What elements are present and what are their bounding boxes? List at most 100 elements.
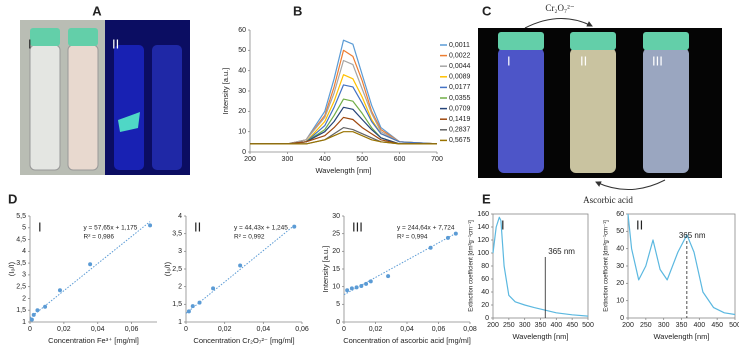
data-point: [428, 245, 433, 250]
vial: [643, 48, 689, 173]
y-tick-label: 20: [616, 280, 624, 287]
data-point: [345, 288, 350, 293]
x-tick-label: 0,06: [432, 326, 446, 333]
x-tick-label: 0,02: [369, 326, 383, 333]
x-tick-label: 200: [622, 322, 634, 329]
y-tick-label: 160: [477, 211, 489, 218]
data-point: [43, 304, 48, 309]
x-tick-label: 400: [319, 156, 331, 163]
data-point: [354, 285, 359, 290]
y-tick-label: 1: [22, 319, 26, 326]
legend-label: 0,5675: [449, 137, 471, 144]
bottom-reagent: Ascorbic acid: [583, 195, 633, 205]
x-tick-label: 0,04: [91, 326, 105, 333]
y-axis-title: Intensity [a.u.]: [321, 246, 330, 293]
y-tick-label: 4: [22, 248, 26, 255]
vial: [152, 45, 182, 170]
series-line: [250, 131, 437, 145]
x-tick-label: 0,02: [57, 326, 71, 333]
legend-label: 0,0044: [449, 63, 471, 70]
y-tick-label: 40: [238, 68, 246, 75]
spectrum-line: [492, 216, 589, 317]
x-tick-label: 200: [487, 322, 499, 329]
series-line: [250, 49, 438, 145]
data-point: [29, 317, 34, 322]
y-tick-label: 2,5: [172, 266, 182, 273]
data-point: [57, 288, 62, 293]
photo-label: I: [28, 36, 32, 51]
vial-cap: [68, 28, 98, 46]
y-tick-label: 5: [22, 225, 26, 232]
plot-frame: [492, 213, 589, 319]
x-tick-label: 0,04: [400, 326, 414, 333]
chart-numeral: I: [501, 217, 505, 232]
vial: [67, 44, 99, 171]
y-tick-label: 80: [481, 263, 489, 270]
data-point: [292, 224, 297, 229]
top-reagent: Cr₂O₇²⁻: [545, 3, 574, 13]
y-tick-label: 50: [616, 228, 624, 235]
x-tick-label: 300: [282, 156, 294, 163]
data-point: [445, 235, 450, 240]
y-tick-label: 1: [178, 319, 182, 326]
x-tick-label: 0,08: [463, 326, 477, 333]
annotation: 365 nm: [679, 231, 706, 240]
y-tick-label: 60: [481, 276, 489, 283]
y-tick-label: 60: [238, 27, 246, 34]
arrow: [524, 17, 593, 29]
equation: y = 57,65x + 1,175: [84, 225, 138, 232]
y-tick-label: 3: [178, 248, 182, 255]
vial: [29, 44, 61, 171]
y-tick-label: 10: [616, 298, 624, 305]
y-tick-label: 4,5: [16, 236, 26, 243]
data-point: [211, 286, 216, 291]
series-line: [250, 106, 437, 145]
x-tick-label: 400: [693, 322, 705, 329]
y-tick-label: 0: [620, 315, 624, 322]
series-line: [250, 98, 437, 145]
plot-frame: [627, 213, 736, 319]
x-axis-title: Concentration Cr₂O₇²⁻ [mg/ml]: [193, 336, 294, 345]
y-tick-label: 5,5: [16, 213, 26, 220]
y-tick-label: 0: [485, 315, 489, 322]
chart-numeral: II: [636, 217, 643, 232]
series-line: [250, 116, 437, 145]
x-tick-label: 350: [676, 322, 688, 329]
x-tick-label: 350: [535, 322, 547, 329]
x-axis-title: Concentration Fe³⁺ [mg/ml]: [48, 336, 139, 345]
panel-label: B: [293, 3, 302, 18]
x-tick-label: 500: [729, 322, 739, 329]
legend-label: 0,0709: [449, 105, 471, 112]
y-tick-label: 2: [178, 284, 182, 291]
y-tick-label: 50: [238, 47, 246, 54]
x-tick-label: 600: [394, 156, 406, 163]
series-line: [250, 84, 438, 145]
vial-cap: [30, 28, 60, 46]
y-tick-label: 1,5: [172, 301, 182, 308]
y-tick-label: 60: [616, 211, 624, 218]
y-tick-label: 0: [336, 319, 340, 326]
data-point: [349, 286, 354, 291]
trendline: [185, 225, 295, 314]
y-tick-label: 3,5: [16, 260, 26, 267]
annotation: 365 nm: [548, 247, 575, 256]
vial-cap: [643, 32, 689, 50]
y-axis-title: Extinction coefficient [dm³g⁻¹cm⁻¹]: [604, 220, 610, 312]
data-point: [31, 312, 36, 317]
data-point: [359, 283, 364, 288]
y-tick-label: 30: [332, 213, 340, 220]
y-tick-label: 100: [477, 250, 489, 257]
y-tick-label: 3,5: [172, 231, 182, 238]
data-point: [364, 281, 369, 286]
data-point: [453, 231, 458, 236]
vial: [498, 48, 544, 173]
x-axis-title: Wavelength [nm]: [654, 332, 710, 341]
y-tick-label: 3: [22, 272, 26, 279]
equation: y = 44,43x + 1,245: [234, 225, 288, 232]
photo-c: C Cr₂O₇²⁻ I II III Ascorbic acid: [478, 3, 722, 205]
legend-label: 0,2837: [449, 127, 471, 134]
y-tick-label: 40: [616, 246, 624, 253]
y-tick-label: 4: [178, 213, 182, 220]
equation: R² = 0,994: [397, 234, 428, 241]
